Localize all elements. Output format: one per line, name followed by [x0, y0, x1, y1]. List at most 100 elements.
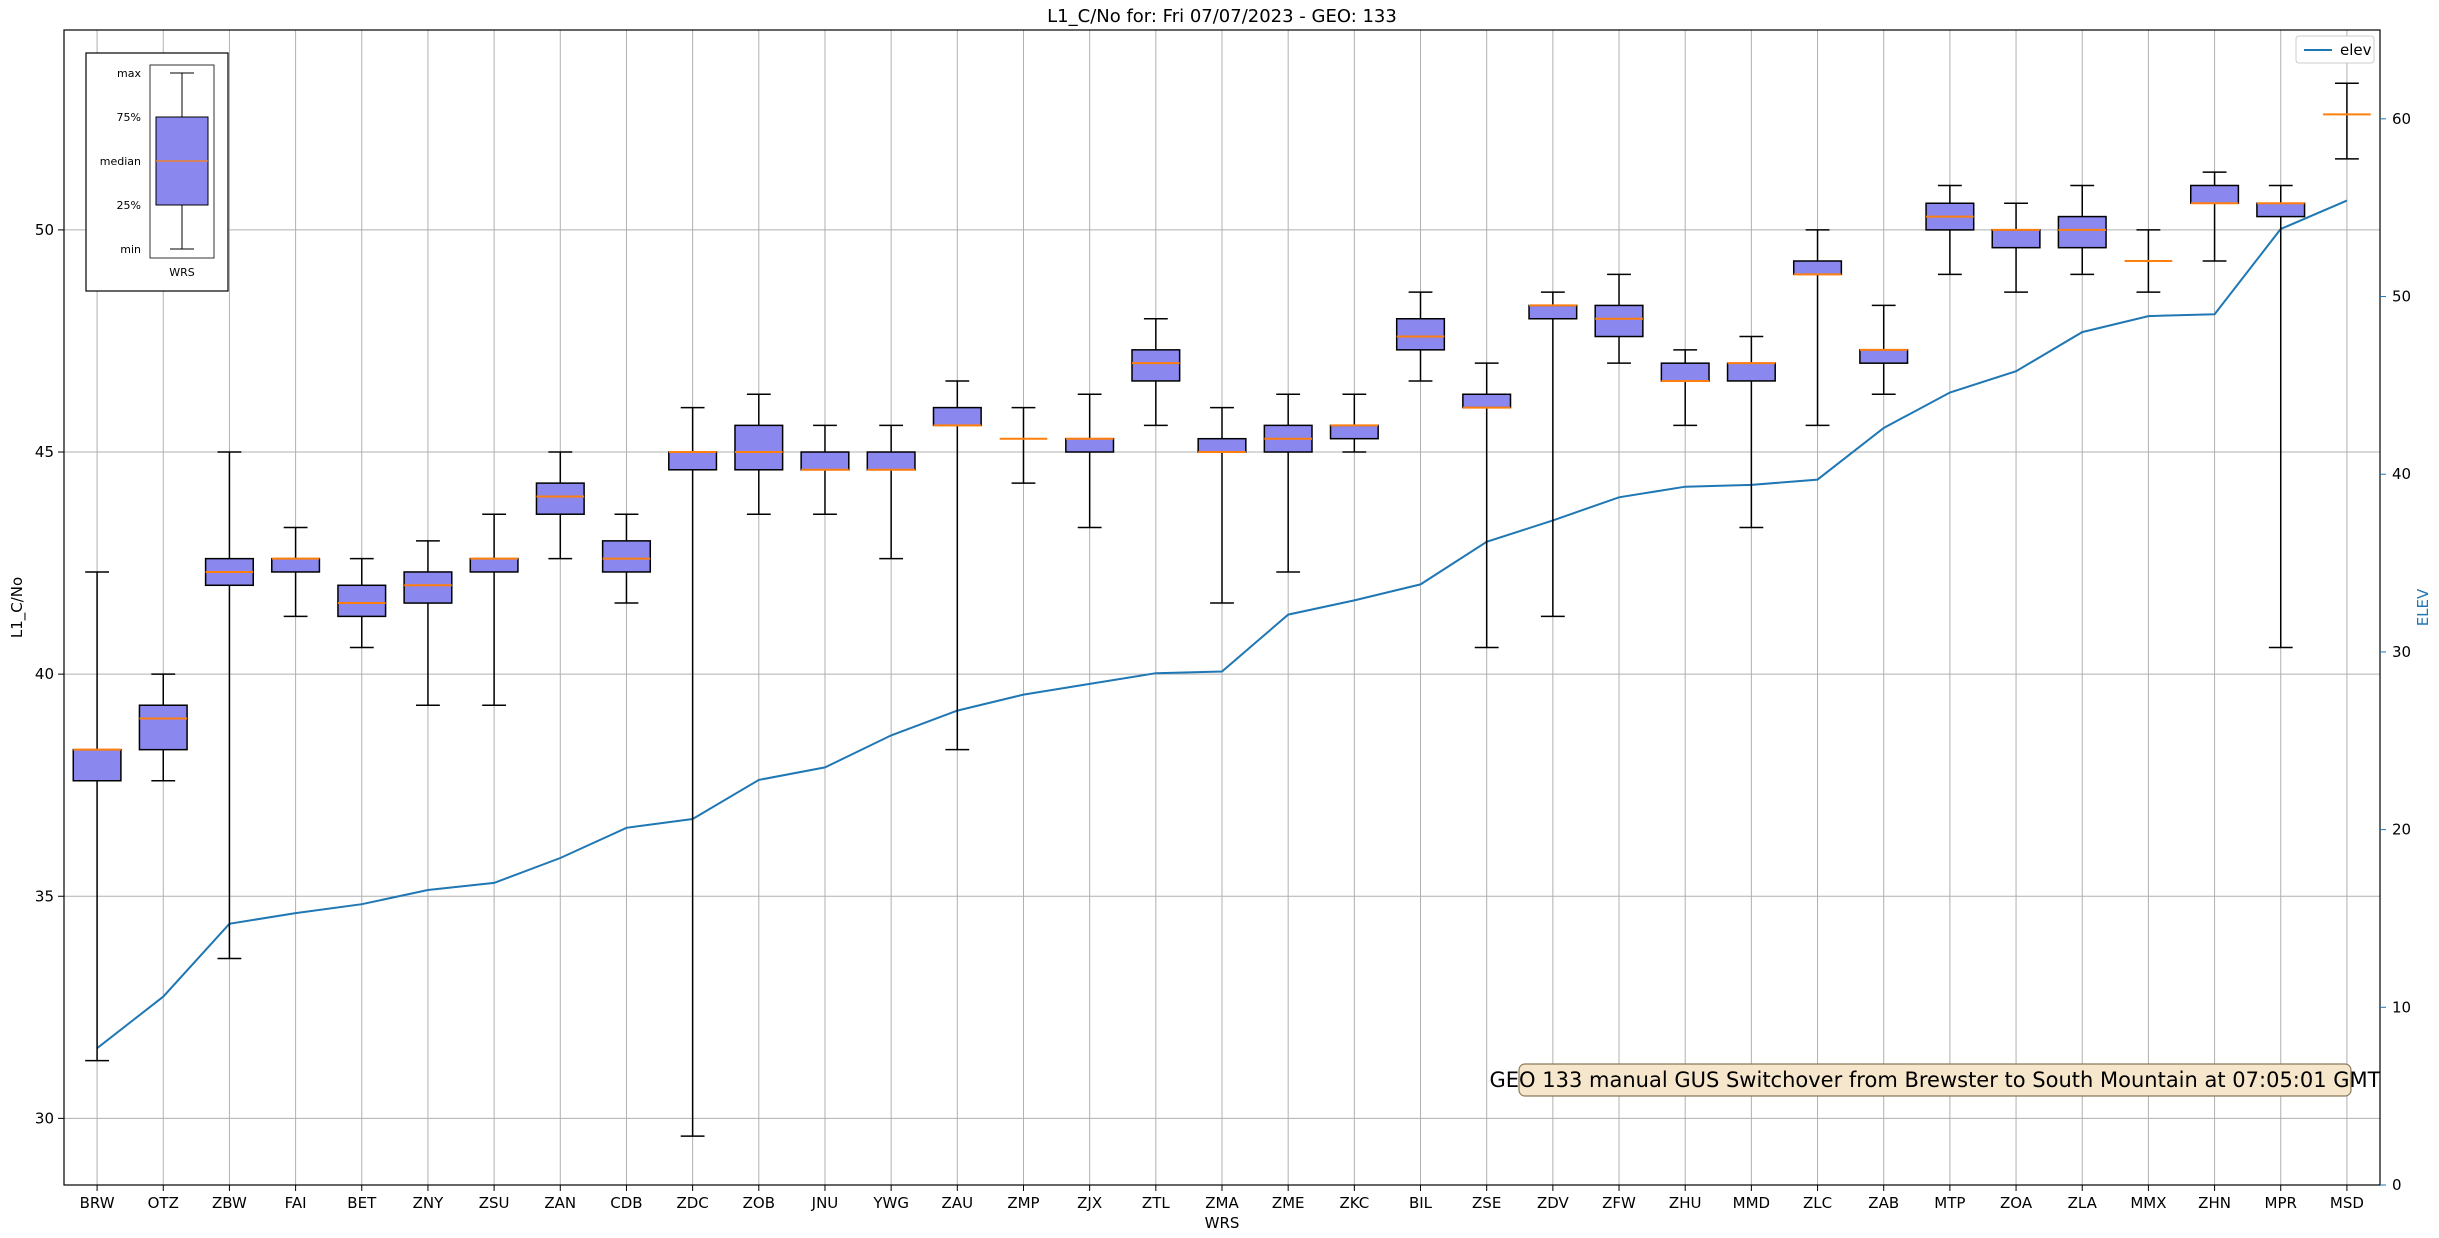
- x-tick-label: ZAB: [1868, 1194, 1899, 1212]
- elev-line: [96, 199, 2348, 1049]
- box-zse: [1462, 362, 1512, 649]
- box-brw: [72, 571, 122, 1062]
- x-tick-label: ZMP: [1007, 1194, 1039, 1212]
- box-iqr: [2189, 184, 2240, 205]
- x-tick-label: ZJX: [1077, 1194, 1102, 1212]
- x-tick-label: FAI: [285, 1194, 307, 1212]
- x-tick-label: MMX: [2130, 1194, 2166, 1212]
- box-iqr: [866, 451, 916, 471]
- x-tick-label: ZSE: [1472, 1194, 1501, 1212]
- box-iqr: [535, 482, 585, 515]
- annotation-text: GEO 133 manual GUS Switchover from Brews…: [1490, 1068, 2381, 1092]
- x-tick-label: ZDV: [1537, 1194, 1570, 1212]
- box-iqr: [469, 557, 519, 573]
- box-zla: [2057, 184, 2107, 276]
- y2-tick-label: 60: [2392, 110, 2411, 128]
- box-iqr: [1991, 229, 2041, 249]
- x-tick-label: ZLC: [1803, 1194, 1832, 1212]
- x-tick-label: OTZ: [148, 1194, 179, 1212]
- elev-series: [96, 199, 2348, 1049]
- x-tick-label: BRW: [80, 1194, 115, 1212]
- annotation: GEO 133 manual GUS Switchover from Brews…: [1490, 1063, 2381, 1097]
- y-tick-label: 35: [35, 887, 54, 905]
- x-tick-label: MSD: [2330, 1194, 2364, 1212]
- y-axis-right: 0 10 20 30 40 50 60: [2380, 110, 2411, 1194]
- box-zlc: [1792, 229, 1843, 427]
- box-iqr: [601, 540, 652, 573]
- inset-label-min: min: [120, 243, 141, 256]
- box-iqr: [1065, 437, 1115, 453]
- x-tick-label: MMD: [1733, 1194, 1770, 1212]
- box-iqr: [932, 406, 982, 427]
- inset-label-q1: 25%: [117, 199, 141, 212]
- box-zoa: [1991, 202, 2041, 293]
- box-iqr: [72, 748, 122, 782]
- x-tick-label: JNU: [811, 1194, 839, 1212]
- box-otz: [138, 673, 188, 782]
- legend: elev: [2295, 35, 2375, 64]
- box-bil: [1395, 291, 1446, 382]
- box-iqr: [1131, 349, 1181, 382]
- box-zhu: [1660, 349, 1710, 427]
- box-iqr: [138, 704, 188, 751]
- x-tick-label: ZOA: [2000, 1194, 2033, 1212]
- box-iqr: [1329, 424, 1379, 440]
- inset-plot-area: [149, 64, 215, 259]
- box-mtp: [1925, 184, 1975, 276]
- inset-x-label: WRS: [169, 266, 195, 279]
- box-zdc: [668, 406, 718, 1137]
- box-zan: [535, 451, 585, 560]
- box-bet: [337, 557, 387, 649]
- box-jnu: [800, 424, 850, 515]
- boxplot-key-inset: max 75% median 25% min WRS: [85, 52, 229, 292]
- box-cdb: [601, 513, 652, 604]
- x-tick-label: ZKC: [1339, 1194, 1369, 1212]
- box-iqr: [1395, 318, 1446, 351]
- x-tick-label: YWG: [872, 1194, 909, 1212]
- box-zjx: [1065, 393, 1115, 529]
- box-iqr: [1660, 362, 1710, 382]
- box-mpr: [2256, 184, 2306, 649]
- box-zbw: [204, 451, 255, 960]
- box-iqr: [1726, 362, 1776, 382]
- box-zme: [1263, 393, 1313, 573]
- x-tick-label: MTP: [1934, 1194, 1965, 1212]
- x-tick-label: ZBW: [212, 1194, 247, 1212]
- y2-tick-label: 40: [2392, 465, 2411, 483]
- inset-label-median: median: [100, 155, 141, 168]
- y-tick-label: 50: [35, 221, 54, 239]
- y2-tick-label: 0: [2392, 1176, 2402, 1194]
- box-zfw: [1594, 273, 1644, 364]
- box-zny: [403, 540, 453, 706]
- box-iqr: [2057, 215, 2107, 249]
- x-tick-label: ZTL: [1142, 1194, 1170, 1212]
- legend-label-elev: elev: [2340, 41, 2372, 59]
- box-zma: [1197, 406, 1247, 604]
- y2-tick-label: 30: [2392, 643, 2411, 661]
- x-axis-label: WRS: [1205, 1214, 1240, 1232]
- x-tick-label: MPR: [2265, 1194, 2297, 1212]
- box-iqr: [800, 451, 850, 471]
- x-tick-label: ZNY: [413, 1194, 444, 1212]
- box-iqr: [271, 557, 321, 573]
- box-mmd: [1726, 335, 1776, 529]
- x-tick-label: ZAN: [544, 1194, 576, 1212]
- box-iqr: [1462, 393, 1512, 409]
- box-zkc: [1329, 393, 1379, 453]
- box-iqr: [1792, 260, 1843, 276]
- box-mmx: [2124, 229, 2173, 293]
- box-iqr: [1528, 304, 1578, 320]
- x-tick-label: ZMA: [1205, 1194, 1239, 1212]
- y2-tick-label: 10: [2392, 998, 2411, 1016]
- y2-tick-label: 20: [2392, 821, 2411, 839]
- x-tick-label: ZDC: [676, 1194, 708, 1212]
- x-tick-label: BIL: [1409, 1194, 1433, 1212]
- legend-frame: [2295, 35, 2375, 64]
- y-tick-label: 30: [35, 1109, 54, 1127]
- box-iqr: [1859, 349, 1909, 364]
- inset-label-max: max: [117, 67, 141, 80]
- box-zsu: [469, 513, 519, 706]
- box-iqr: [403, 571, 453, 604]
